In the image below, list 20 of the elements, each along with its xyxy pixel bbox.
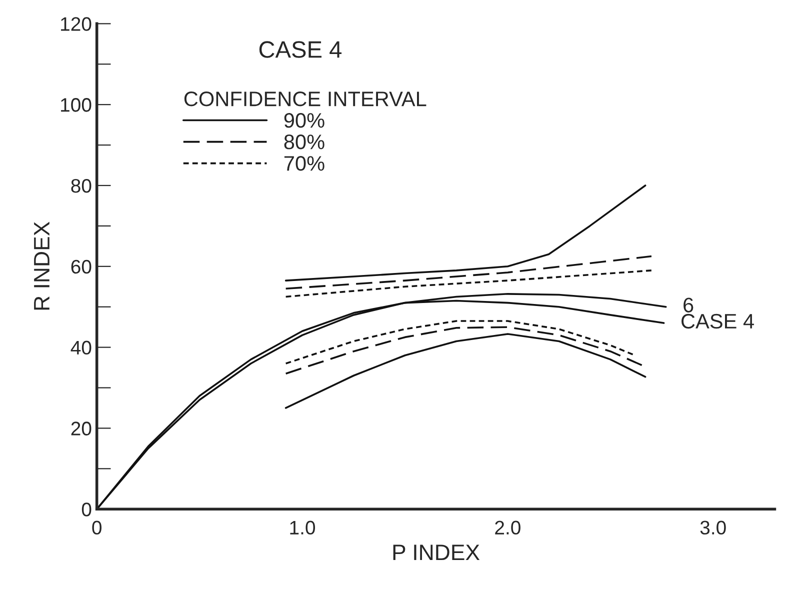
y-tick-label: 120: [61, 17, 92, 31]
y-tick-label: 40: [70, 340, 92, 355]
y-tick-label: 100: [61, 98, 92, 112]
x-tick-label: 2.0: [495, 520, 520, 535]
y-axis-title: R INDEX: [34, 222, 50, 310]
legend-label: 70%: [284, 156, 324, 171]
x-tick-label: 0: [92, 520, 102, 535]
y-tick-label: 20: [71, 422, 92, 436]
x-tick-label: 1.0: [290, 520, 316, 535]
y-tick-label: 80: [71, 178, 92, 193]
annotation: 6: [684, 298, 694, 312]
y-tick-label: 0: [82, 502, 92, 516]
legend-label: 90%: [284, 113, 324, 128]
annotation: CASE 4: [682, 314, 754, 329]
legend-label: 80%: [284, 134, 324, 150]
text: CASE 4: [259, 41, 342, 58]
x-tick-label: 3.0: [700, 520, 726, 535]
legend-title: CONFIDENCE INTERVAL: [184, 92, 426, 106]
y-tick-label: 60: [71, 260, 92, 274]
x-axis-title: P INDEX: [393, 544, 480, 560]
